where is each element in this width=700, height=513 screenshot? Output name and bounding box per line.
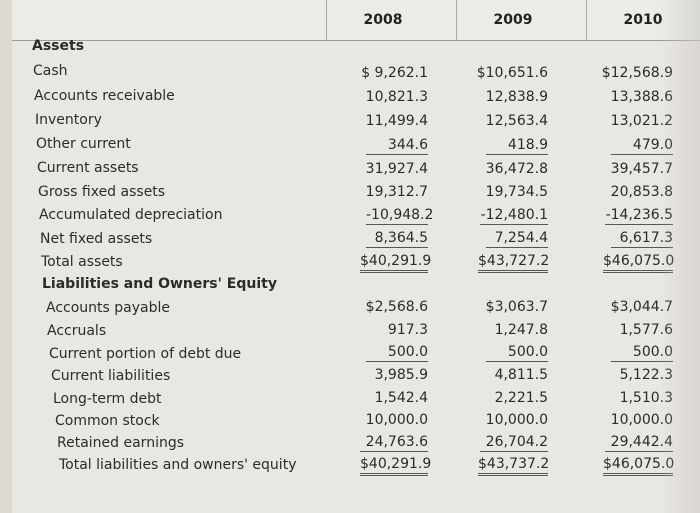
value-2008: $2,568.6 — [365, 299, 428, 315]
section-liabilities-heading: Liabilities and Owners' Equity — [42, 276, 277, 292]
year-header-row — [12, 0, 700, 41]
row-label: Inventory — [35, 112, 102, 128]
row-label: Common stock — [55, 413, 160, 429]
value-2009: 500.0 — [486, 344, 548, 362]
value-2009: 1,247.8 — [494, 322, 548, 338]
value-2010: 10,000.0 — [610, 412, 673, 428]
value-2008: 500.0 — [366, 344, 428, 362]
section-assets-heading: Assets — [32, 38, 85, 54]
value-2010: $3,044.7 — [610, 299, 673, 315]
row-label: Current assets — [37, 160, 139, 176]
value-2009: 26,704.2 — [480, 434, 548, 452]
row-label: Cash — [33, 63, 68, 79]
row-label: Total assets — [41, 254, 123, 270]
row-label: Total liabilities and owners' equity — [59, 457, 297, 473]
row-label: Accruals — [47, 323, 107, 339]
value-2010: 1,577.6 — [619, 322, 673, 338]
value-2010: $12,568.9 — [601, 65, 673, 81]
row-label: Accumulated depreciation — [39, 207, 223, 223]
value-2008: 344.6 — [366, 137, 428, 155]
value-2009: $43,737.2 — [478, 456, 549, 476]
value-2009: 12,563.4 — [485, 113, 548, 129]
value-2010: 20,853.8 — [610, 184, 673, 200]
year-2010-header: 2010 — [623, 12, 663, 28]
row-label: Current portion of debt due — [49, 346, 242, 362]
value-2009: 12,838.9 — [485, 89, 548, 105]
value-2010: 1,510.3 — [619, 390, 673, 406]
row-label: Retained earnings — [57, 435, 185, 451]
value-2009: $10,651.6 — [476, 65, 548, 81]
value-2008: 917.3 — [387, 322, 428, 338]
row-label: Accounts payable — [46, 300, 170, 316]
value-2009: 10,000.0 — [485, 412, 548, 428]
row-label: Current liabilities — [51, 368, 171, 384]
column-divider — [456, 0, 457, 40]
value-2010: -14,236.5 — [605, 207, 673, 225]
value-2009: 36,472.8 — [485, 161, 548, 177]
value-2008: 1,542.4 — [374, 390, 428, 406]
value-2008: 10,821.3 — [365, 89, 428, 105]
value-2008: 19,312.7 — [365, 184, 428, 200]
year-2009-header: 2009 — [493, 12, 533, 28]
balance-sheet — [12, 0, 700, 513]
page-shadow — [660, 0, 700, 513]
value-2008: 10,000.0 — [365, 412, 428, 428]
value-2010: 5,122.3 — [619, 367, 673, 383]
row-label: Gross fixed assets — [38, 184, 166, 200]
value-2010: $46,075.0 — [603, 456, 674, 476]
value-2008: $ 9,262.1 — [361, 65, 428, 81]
value-2010: 13,388.6 — [610, 89, 673, 105]
value-2010: 13,021.2 — [610, 113, 673, 129]
value-2009: 7,254.4 — [486, 230, 548, 248]
value-2008: -10,948.2 — [366, 207, 434, 225]
row-label: Other current — [36, 136, 131, 152]
value-2009: -12,480.1 — [480, 207, 548, 225]
row-label: Net fixed assets — [40, 231, 153, 247]
value-2009: 19,734.5 — [485, 184, 548, 200]
value-2010: 29,442.4 — [605, 434, 673, 452]
value-2008: 31,927.4 — [365, 161, 428, 177]
value-2009: 2,221.5 — [494, 390, 548, 406]
row-label: Long-term debt — [53, 391, 162, 407]
year-2008-header: 2008 — [363, 12, 403, 28]
value-2010: 6,617.3 — [611, 230, 673, 248]
value-2009: 418.9 — [486, 137, 548, 155]
value-2009: 4,811.5 — [494, 367, 548, 383]
value-2008: $40,291.9 — [360, 253, 431, 273]
value-2009: $3,063.7 — [485, 299, 548, 315]
value-2008: 3,985.9 — [374, 367, 428, 383]
column-divider — [326, 0, 327, 40]
column-divider — [586, 0, 587, 40]
value-2008: 24,763.6 — [360, 434, 428, 452]
value-2008: 8,364.5 — [366, 230, 428, 248]
value-2008: 11,499.4 — [365, 113, 428, 129]
value-2008: $40,291.9 — [360, 456, 431, 476]
value-2010: $46,075.0 — [603, 253, 674, 273]
row-label: Accounts receivable — [34, 88, 175, 104]
value-2010: 39,457.7 — [610, 161, 673, 177]
value-2009: $43,727.2 — [478, 253, 549, 273]
